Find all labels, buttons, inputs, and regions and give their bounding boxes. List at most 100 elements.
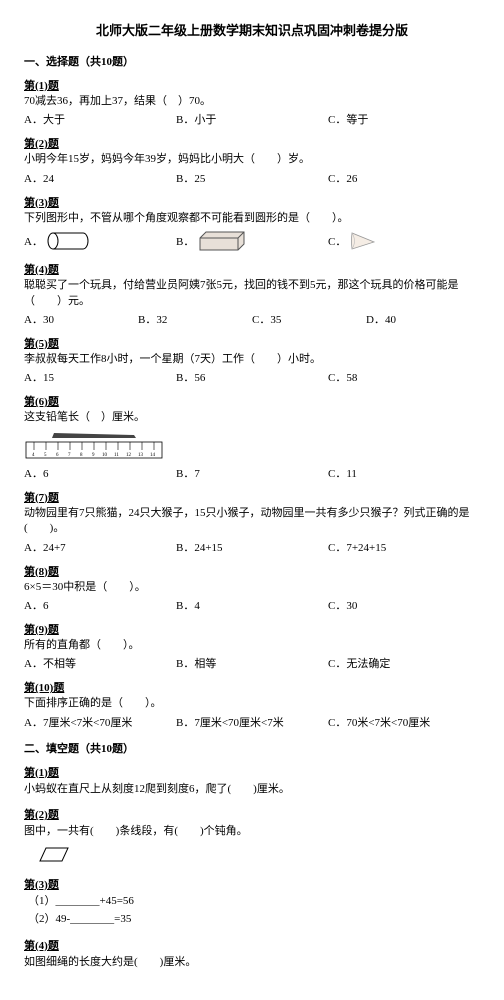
ruler-diagram: 456 789 101112 1314 bbox=[24, 430, 480, 463]
svg-text:11: 11 bbox=[114, 453, 119, 458]
q3-opt-a: A． bbox=[24, 231, 176, 251]
q5-text: 李叔叔每天工作8小时，一个星期（7天）工作（ ）小时。 bbox=[24, 352, 480, 367]
q10-opt-a: A．7厘米<7米<70厘米 bbox=[24, 714, 176, 730]
q1-opt-a: A．大于 bbox=[24, 111, 176, 127]
q2-opt-c: C．26 bbox=[328, 170, 480, 186]
q7-opt-b: B．24+15 bbox=[176, 539, 328, 555]
q4-opt-b: B．32 bbox=[138, 311, 252, 327]
q7-label: 第(7)题 bbox=[24, 489, 480, 505]
q3-opt-c: C． bbox=[328, 229, 480, 253]
q5-options: A．15 B．56 C．58 bbox=[24, 369, 480, 385]
q5-opt-c: C．58 bbox=[328, 369, 480, 385]
f1-text: 小蚂蚁在直尺上从刻度12爬到刻度6，爬了( )厘米。 bbox=[24, 781, 480, 799]
fill-4: 第(4)题 如图细绳的长度大约是( )厘米。 bbox=[24, 937, 480, 972]
q4-text: 聪聪买了一个玩具，付给营业员阿姨7张5元，找回的钱不到5元，那这个玩具的价格可能… bbox=[24, 278, 480, 309]
q6-opt-c: C．11 bbox=[328, 465, 480, 481]
q1-opt-c: C．等于 bbox=[328, 111, 480, 127]
q6-opt-b: B．7 bbox=[176, 465, 328, 481]
question-4: 第(4)题 聪聪买了一个玩具，付给营业员阿姨7张5元，找回的钱不到5元，那这个玩… bbox=[24, 261, 480, 327]
f2-text: 图中，一共有( )条线段，有( )个钝角。 bbox=[24, 823, 480, 841]
q7-options: A．24+7 B．24+15 C．7+24+15 bbox=[24, 539, 480, 555]
question-7: 第(7)题 动物园里有7只熊猫，24只大猴子，15只小猴子，动物园里一共有多少只… bbox=[24, 489, 480, 555]
q3-opt-b: B． bbox=[176, 230, 328, 252]
q4-opt-a: A．30 bbox=[24, 311, 138, 327]
f3-line1: （1）________+45=56 bbox=[28, 893, 480, 911]
q10-label: 第(10)题 bbox=[24, 679, 480, 695]
q9-opt-c: C．无法确定 bbox=[328, 655, 480, 671]
q6-label: 第(6)题 bbox=[24, 393, 480, 409]
f3-label: 第(3)题 bbox=[24, 876, 480, 892]
fill-1: 第(1)题 小蚂蚁在直尺上从刻度12爬到刻度6，爬了( )厘米。 bbox=[24, 764, 480, 799]
q1-opt-b: B．小于 bbox=[176, 111, 328, 127]
q5-opt-a: A．15 bbox=[24, 369, 176, 385]
question-6: 第(6)题 这支铅笔长（ ）厘米。 456 789 101112 1314 A．… bbox=[24, 393, 480, 480]
q4-opt-c: C．35 bbox=[252, 311, 366, 327]
q3-label: 第(3)题 bbox=[24, 194, 480, 210]
q8-label: 第(8)题 bbox=[24, 563, 480, 579]
q4-label: 第(4)题 bbox=[24, 261, 480, 277]
q6-options: A．6 B．7 C．11 bbox=[24, 465, 480, 481]
f1-label: 第(1)题 bbox=[24, 764, 480, 780]
section-fill: 二、填空题（共10题） bbox=[24, 740, 480, 756]
question-3: 第(3)题 下列图形中，不管从哪个角度观察都不可能看到圆形的是（ ）。 A． B… bbox=[24, 194, 480, 253]
f3-line2: （2）49-________=35 bbox=[28, 911, 480, 929]
question-10: 第(10)题 下面排序正确的是（ ）。 A．7厘米<7米<70厘米 B．7厘米<… bbox=[24, 679, 480, 729]
fill-3: 第(3)题 （1）________+45=56 （2）49-________=3… bbox=[24, 876, 480, 929]
q1-options: A．大于 B．小于 C．等于 bbox=[24, 111, 480, 127]
cuboid-icon bbox=[198, 230, 246, 252]
q3-c-label: C． bbox=[328, 233, 346, 249]
cone-icon bbox=[350, 229, 376, 253]
question-1: 第(1)题 70减去36，再加上37，结果（ ）70。 A．大于 B．小于 C．… bbox=[24, 77, 480, 127]
section-choice: 一、选择题（共10题） bbox=[24, 53, 480, 69]
q7-opt-c: C．7+24+15 bbox=[328, 539, 480, 555]
q9-options: A．不相等 B．相等 C．无法确定 bbox=[24, 655, 480, 671]
fill-2: 第(2)题 图中，一共有( )条线段，有( )个钝角。 bbox=[24, 806, 480, 868]
q3-b-label: B． bbox=[176, 233, 194, 249]
q5-opt-b: B．56 bbox=[176, 369, 328, 385]
q2-label: 第(2)题 bbox=[24, 135, 480, 151]
question-9: 第(9)题 所有的直角都（ ）。 A．不相等 B．相等 C．无法确定 bbox=[24, 621, 480, 671]
svg-text:10: 10 bbox=[102, 453, 108, 458]
q10-opt-b: B．7厘米<70厘米<7米 bbox=[176, 714, 328, 730]
q2-opt-a: A．24 bbox=[24, 170, 176, 186]
q8-text: 6×5＝30中积是（ ）。 bbox=[24, 580, 480, 595]
cylinder-icon bbox=[47, 231, 89, 251]
q8-options: A．6 B．4 C．30 bbox=[24, 597, 480, 613]
f2-label: 第(2)题 bbox=[24, 806, 480, 822]
q9-text: 所有的直角都（ ）。 bbox=[24, 638, 480, 653]
q9-label: 第(9)题 bbox=[24, 621, 480, 637]
rhombus-diagram bbox=[32, 845, 480, 868]
q2-opt-b: B．25 bbox=[176, 170, 328, 186]
q8-opt-a: A．6 bbox=[24, 597, 176, 613]
q9-opt-a: A．不相等 bbox=[24, 655, 176, 671]
q7-opt-a: A．24+7 bbox=[24, 539, 176, 555]
svg-text:12: 12 bbox=[126, 453, 132, 458]
q7-text: 动物园里有7只熊猫，24只大猴子，15只小猴子，动物园里一共有多少只猴子？列式正… bbox=[24, 506, 480, 537]
q6-text: 这支铅笔长（ ）厘米。 bbox=[24, 410, 480, 425]
f4-text: 如图细绳的长度大约是( )厘米。 bbox=[24, 954, 480, 972]
page-title: 北师大版二年级上册数学期末知识点巩固冲刺卷提分版 bbox=[24, 20, 480, 39]
q1-text: 70减去36，再加上37，结果（ ）70。 bbox=[24, 94, 480, 109]
question-5: 第(5)题 李叔叔每天工作8小时，一个星期（7天）工作（ ）小时。 A．15 B… bbox=[24, 335, 480, 385]
q1-label: 第(1)题 bbox=[24, 77, 480, 93]
question-8: 第(8)题 6×5＝30中积是（ ）。 A．6 B．4 C．30 bbox=[24, 563, 480, 613]
q4-opt-d: D．40 bbox=[366, 311, 480, 327]
q3-text: 下列图形中，不管从哪个角度观察都不可能看到圆形的是（ ）。 bbox=[24, 211, 480, 226]
q2-options: A．24 B．25 C．26 bbox=[24, 170, 480, 186]
q2-text: 小明今年15岁，妈妈今年39岁，妈妈比小明大（ ）岁。 bbox=[24, 152, 480, 167]
q3-a-label: A． bbox=[24, 233, 43, 249]
q10-text: 下面排序正确的是（ ）。 bbox=[24, 696, 480, 711]
q10-options: A．7厘米<7米<70厘米 B．7厘米<70厘米<7米 C．70米<7米<70厘… bbox=[24, 714, 480, 730]
f4-label: 第(4)题 bbox=[24, 937, 480, 953]
q5-label: 第(5)题 bbox=[24, 335, 480, 351]
q3-options: A． B． C． bbox=[24, 229, 480, 253]
svg-text:14: 14 bbox=[150, 453, 156, 458]
q4-options: A．30 B．32 C．35 D．40 bbox=[24, 311, 480, 327]
q10-opt-c: C．70米<7米<70厘米 bbox=[328, 714, 480, 730]
q8-opt-c: C．30 bbox=[328, 597, 480, 613]
svg-text:13: 13 bbox=[138, 453, 144, 458]
q9-opt-b: B．相等 bbox=[176, 655, 328, 671]
q6-opt-a: A．6 bbox=[24, 465, 176, 481]
question-2: 第(2)题 小明今年15岁，妈妈今年39岁，妈妈比小明大（ ）岁。 A．24 B… bbox=[24, 135, 480, 185]
q8-opt-b: B．4 bbox=[176, 597, 328, 613]
